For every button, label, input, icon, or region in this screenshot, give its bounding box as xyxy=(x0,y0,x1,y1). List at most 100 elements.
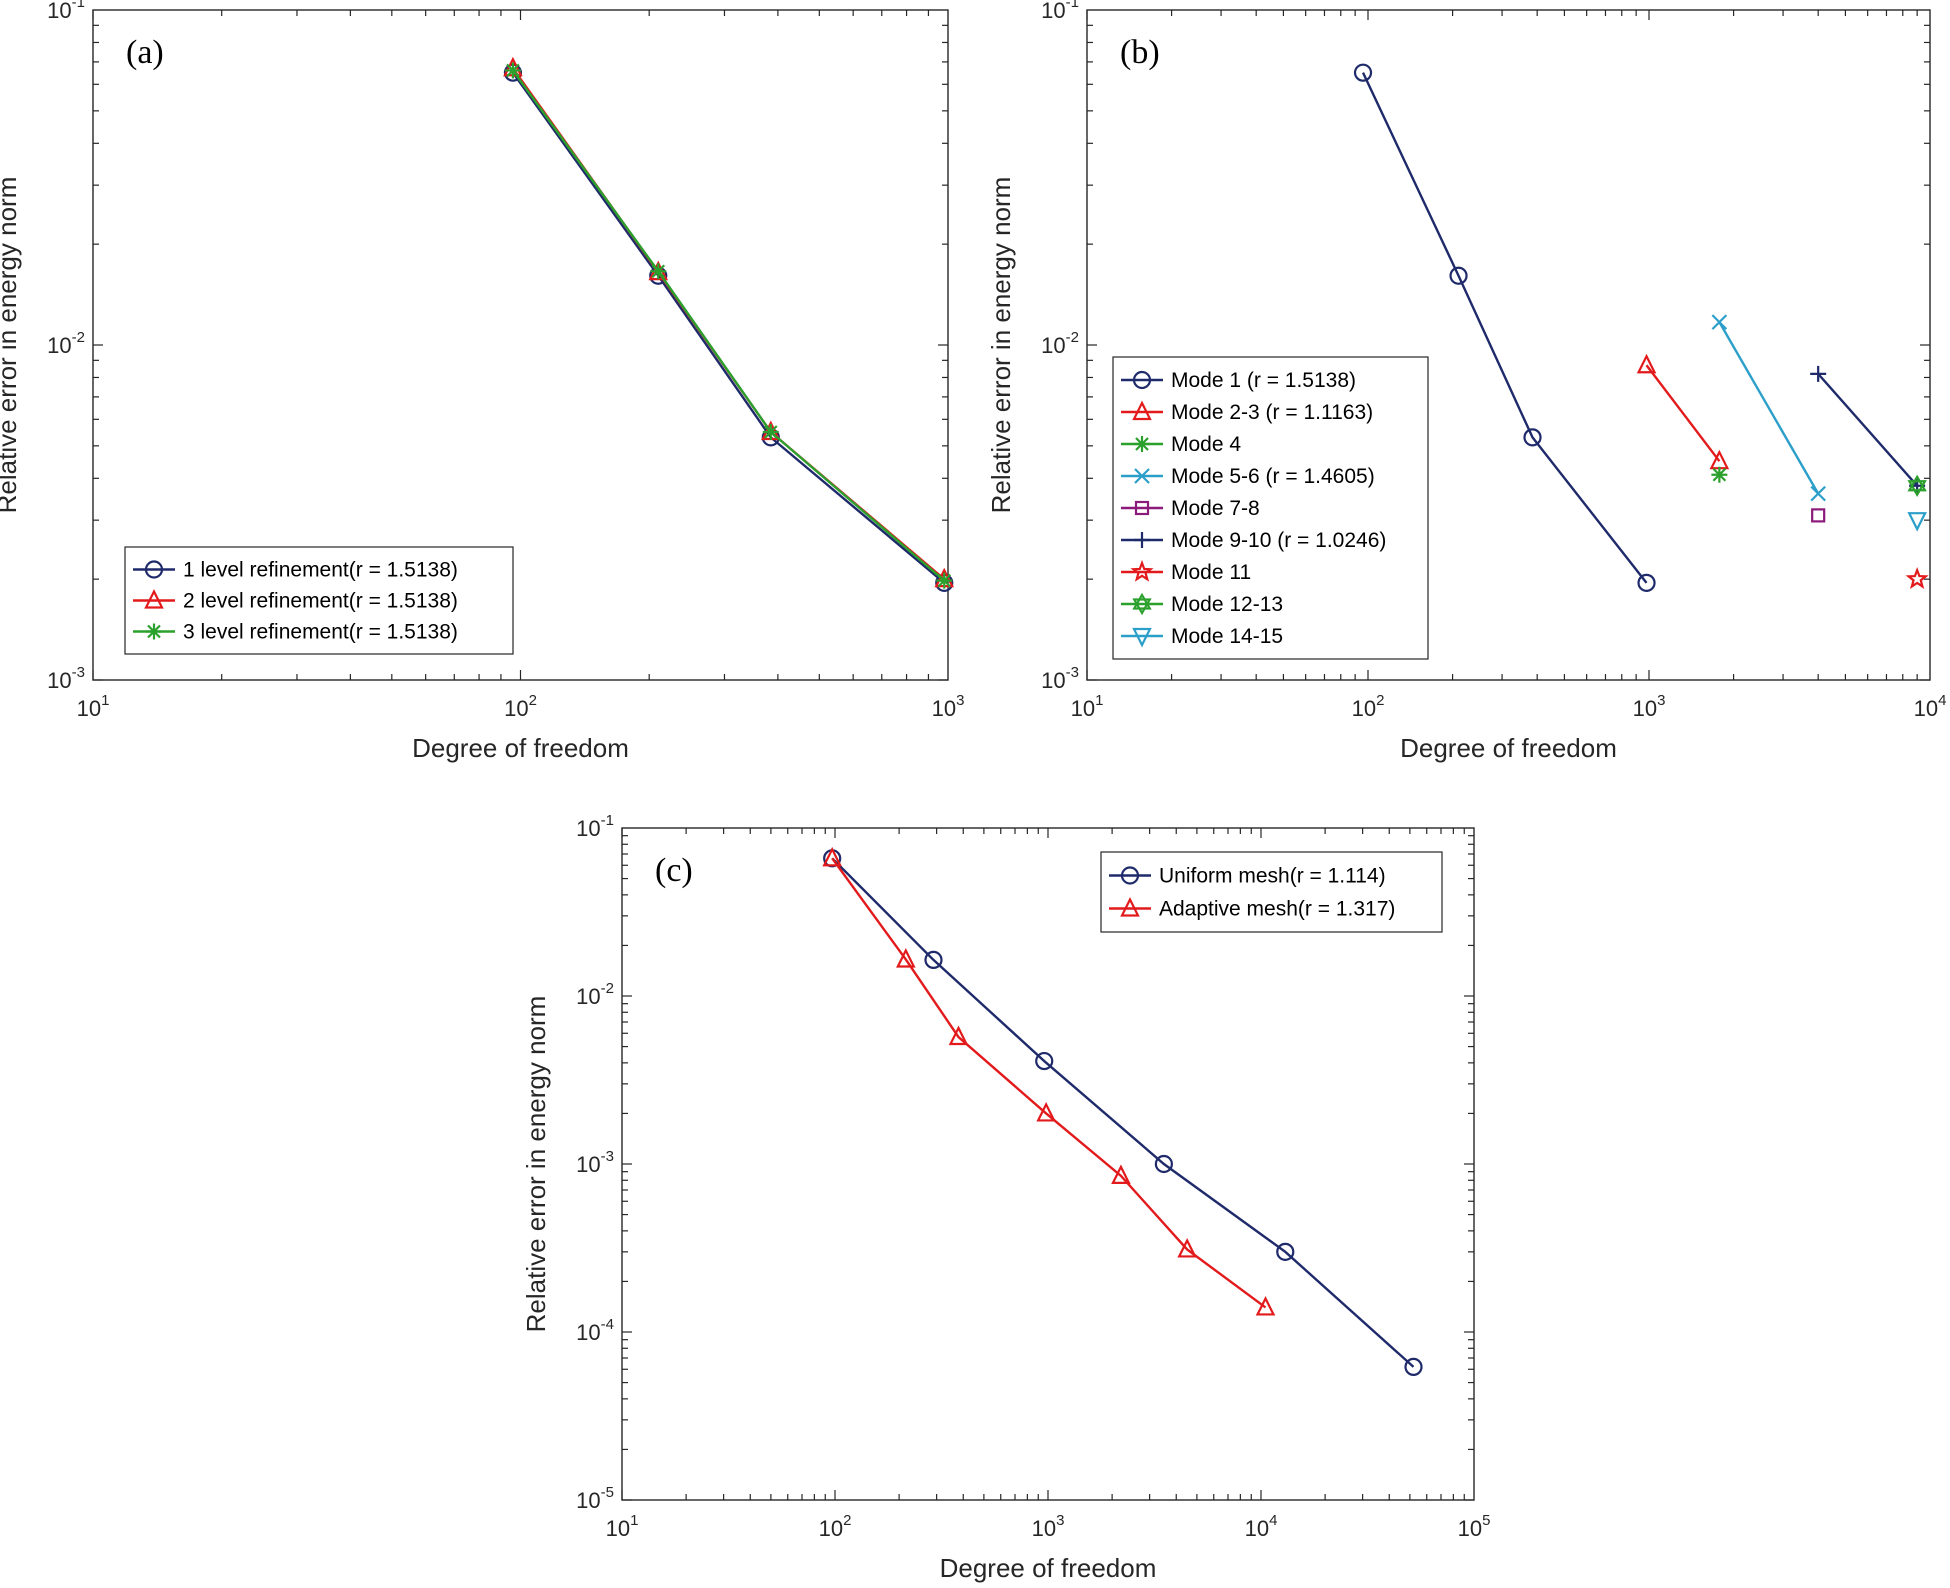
legend-box xyxy=(124,546,514,655)
series-line xyxy=(1817,373,1919,487)
legend-label: 1 level refinement(r = 1.5138) xyxy=(183,559,458,582)
series-line xyxy=(831,857,1267,1309)
x-tick-label: 103 xyxy=(1633,692,1666,721)
y-tick-label: 10-2 xyxy=(47,329,85,358)
legend-label: 3 level refinement(r = 1.5138) xyxy=(183,621,458,644)
data-point xyxy=(936,572,953,589)
x-tick-label: 102 xyxy=(1352,692,1385,721)
legend-label: Adaptive mesh(r = 1.317) xyxy=(1159,898,1395,921)
data-point xyxy=(1711,314,1728,330)
legend-item: Adaptive mesh(r = 1.317) xyxy=(1109,897,1395,921)
legend-label: Uniform mesh(r = 1.114) xyxy=(1159,865,1386,888)
x-tick-label: 105 xyxy=(1458,1512,1491,1541)
legend-marker xyxy=(144,589,164,609)
data-point xyxy=(1523,428,1542,447)
series-4 xyxy=(1711,314,1826,502)
data-point xyxy=(1810,365,1827,382)
series-line xyxy=(1718,321,1820,495)
legend-item: Mode 14-15 xyxy=(1121,625,1283,648)
series-1 xyxy=(823,849,1423,1376)
legend-label: Mode 4 xyxy=(1171,433,1241,456)
chart-panel-b: 101 102 103 104 10-3 10-2 10-1 Degree of freedo… xyxy=(986,0,1946,763)
chart-panel-c: 101 102 103 104 105 10-5 10-4 10-3 10-2 10-1 Degre… xyxy=(521,812,1490,1583)
y-tick-label: 10-5 xyxy=(576,1484,614,1513)
data-point xyxy=(896,948,916,968)
series-3 xyxy=(1711,466,1728,483)
panel-label: (a) xyxy=(126,34,164,71)
legend-box xyxy=(1100,851,1443,933)
y-tick-label: 10-4 xyxy=(576,1316,614,1345)
series-8 xyxy=(1907,474,1927,497)
legend-item: Mode 9-10 (r = 1.0246) xyxy=(1121,529,1386,552)
series-1 xyxy=(1353,63,1656,592)
data-point xyxy=(1907,512,1927,532)
series-3 xyxy=(504,62,953,589)
data-point xyxy=(1449,266,1468,285)
data-point xyxy=(924,950,943,970)
data-point xyxy=(1810,485,1826,502)
data-point xyxy=(1905,567,1929,589)
series-2 xyxy=(822,846,1276,1316)
data-point xyxy=(1035,1051,1054,1071)
series-5 xyxy=(1811,508,1826,523)
legend-marker xyxy=(1134,532,1150,548)
legend-marker xyxy=(1130,559,1154,582)
series-line xyxy=(1361,72,1648,584)
legend-marker xyxy=(146,623,162,640)
legend-marker xyxy=(144,560,164,579)
legend-label: Mode 7-8 xyxy=(1171,497,1260,520)
x-tick-label: 102 xyxy=(819,1512,852,1541)
y-tick-label: 10-2 xyxy=(576,980,614,1009)
data-point xyxy=(948,1025,969,1046)
y-tick-label: 10-2 xyxy=(1041,329,1079,358)
x-tick-label: 104 xyxy=(1914,692,1947,721)
chart-panel-a: 101 102 103 10-3 10-2 10-1 Degree of freedom Re… xyxy=(0,0,964,763)
legend-marker xyxy=(1134,468,1150,484)
data-point xyxy=(1636,353,1657,374)
legend-item: 3 level refinement(r = 1.5138) xyxy=(133,621,458,644)
y-tick-label: 10-3 xyxy=(576,1148,614,1177)
data-point xyxy=(762,423,779,440)
legend-marker xyxy=(1120,866,1140,885)
series-line xyxy=(1645,364,1721,462)
data-point xyxy=(1353,63,1373,82)
data-point xyxy=(1811,508,1826,523)
data-point xyxy=(504,62,521,79)
panel-label: (b) xyxy=(1120,34,1160,71)
legend-label: Mode 9-10 (r = 1.0246) xyxy=(1171,529,1386,552)
legend-item: Mode 7-8 xyxy=(1121,497,1260,520)
x-tick-label: 101 xyxy=(77,692,110,721)
plot-area xyxy=(621,827,1475,1501)
y-axis-label: Relative error in energy norm xyxy=(521,996,551,1333)
legend-item: Mode 4 xyxy=(1121,433,1241,456)
data-point xyxy=(822,846,842,867)
legend-marker xyxy=(1134,436,1150,452)
x-axis-label: Degree of freedom xyxy=(1400,733,1617,763)
data-point xyxy=(650,263,667,280)
legend-marker xyxy=(1132,627,1152,648)
legend-label: Mode 12-13 xyxy=(1171,593,1283,616)
x-axis-label: Degree of freedom xyxy=(940,1553,1157,1583)
legend-label: Mode 5-6 (r = 1.4605) xyxy=(1171,465,1375,488)
data-point xyxy=(1404,1357,1423,1376)
legend-item: Mode 11 xyxy=(1121,559,1251,584)
data-point xyxy=(1637,573,1656,592)
legend-label: Mode 11 xyxy=(1171,561,1251,584)
legend-label: 2 level refinement(r = 1.5138) xyxy=(183,590,458,613)
x-axis-label: Degree of freedom xyxy=(412,733,629,763)
series-line xyxy=(511,69,946,582)
legend-item: Mode 12-13 xyxy=(1121,592,1283,616)
legend: Mode 1 (r = 1.5138) Mode 2-3 (r = 1.1163)… xyxy=(1112,356,1429,660)
y-tick-label: 10-1 xyxy=(1041,0,1079,23)
y-axis-label: Relative error in energy norm xyxy=(0,177,22,514)
x-tick-label: 103 xyxy=(932,692,965,721)
data-point xyxy=(1177,1237,1197,1258)
y-tick-label: 10-1 xyxy=(576,812,614,841)
series-9 xyxy=(1907,512,1927,532)
series-7 xyxy=(1905,567,1929,589)
x-tick-label: 103 xyxy=(1032,1512,1065,1541)
x-tick-label: 101 xyxy=(1071,692,1104,721)
data-point xyxy=(1111,1164,1131,1184)
panel-label: (c) xyxy=(655,852,693,889)
